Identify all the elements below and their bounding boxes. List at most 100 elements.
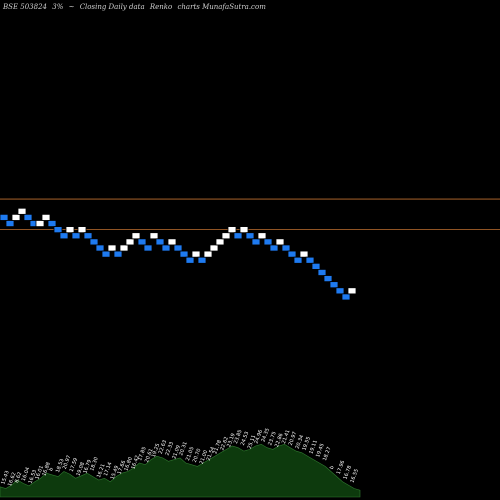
volume-label: 21.54 (206, 446, 217, 462)
volume-label: 23.75 (267, 431, 278, 447)
renko-brick-down (233, 232, 243, 240)
volume-label: 18.30 (89, 456, 100, 472)
renko-brick-down (71, 232, 81, 240)
volume-label: 19.11 (308, 439, 319, 455)
volume-label: 19.08 (76, 461, 87, 477)
volume-label: 21.00 (199, 450, 210, 466)
volume-label: 17.85 (137, 446, 148, 462)
volume-label: 22.33 (165, 441, 176, 457)
renko-brick-down (47, 220, 57, 227)
volume-label: 21.05 (185, 446, 196, 462)
chart-type-label: Renko (149, 3, 173, 11)
renko-brick-up (191, 250, 201, 258)
volume-label: b (329, 465, 336, 470)
renko-brick-down (173, 244, 183, 252)
renko-brick-up (167, 238, 177, 246)
symbol-label: BSE 503824 (3, 3, 47, 11)
volume-label: 17.66 (117, 460, 128, 476)
volume-label: 24.53 (240, 431, 251, 447)
renko-brick-down (281, 244, 291, 252)
arrow-label: ~ (68, 3, 75, 11)
volume-label: 25.11 (247, 434, 258, 450)
renko-brick-down (155, 238, 165, 246)
renko-brick-up (227, 226, 237, 234)
volume-label: 17.59 (69, 457, 80, 473)
renko-brick-down (185, 256, 195, 264)
volume-label: 17.96 (336, 460, 347, 476)
renko-brick-down (95, 244, 105, 252)
renko-brick-down (305, 256, 315, 264)
renko-brick-down (0, 213, 9, 221)
volume-label: 16.21 (96, 463, 107, 479)
volume-label: 20.61 (144, 448, 155, 464)
renko-brick-down (143, 244, 153, 252)
renko-brick-up (107, 244, 117, 252)
volume-label: 8.62 (14, 471, 23, 484)
renko-brick-down (269, 244, 279, 252)
renko-brick-down (5, 220, 15, 227)
renko-brick-down (83, 232, 93, 240)
renko-brick-up (203, 250, 213, 258)
volume-label: 15.43 (0, 470, 11, 486)
volume-area-path (0, 443, 361, 498)
renko-brick-up (257, 232, 267, 240)
renko-brick-down (263, 238, 273, 246)
volume-label: 15.49 (110, 465, 121, 481)
renko-brick-down (53, 226, 63, 234)
renko-brick-up (41, 213, 51, 221)
volume-label: 18.53 (55, 458, 66, 474)
renko-brick-up (275, 238, 285, 246)
subtitle-label: Closing Daily data (79, 3, 145, 11)
volume-label: 19.45 (315, 443, 326, 459)
volume-label: 16.78 (343, 465, 354, 481)
renko-brick-up (221, 232, 231, 240)
volume-label: 20.34 (295, 434, 306, 450)
renko-brick-down (317, 269, 327, 276)
volume-label: 16.62 (7, 472, 18, 488)
renko-brick-down (113, 250, 123, 258)
volume-label: 20.97 (288, 431, 299, 447)
volume-label: 16.88 (41, 461, 52, 477)
renko-brick-up (347, 287, 357, 295)
renko-brick-up (77, 226, 87, 234)
renko-bricks (0, 207, 357, 301)
renko-brick-down (161, 244, 171, 252)
volume-label: 23.85 (233, 429, 244, 445)
volume-label: 23.19 (226, 433, 237, 449)
volume-label: 17.14 (103, 461, 114, 477)
volume-label: 20.97 (62, 455, 73, 471)
renko-brick-down (59, 232, 69, 240)
renko-brick-up (299, 250, 309, 258)
renko-brick-down (197, 256, 207, 264)
volume-label: 16.55 (349, 468, 360, 484)
volume-label: 16.04 (21, 467, 32, 483)
volume-label: b (48, 467, 55, 472)
renko-brick-up (125, 238, 135, 246)
source-label: charts MunafaSutra.com (177, 3, 266, 11)
renko-brick-down (335, 287, 345, 295)
renko-brick-down (89, 238, 99, 246)
renko-brick-up (209, 244, 219, 252)
renko-brick-down (251, 238, 261, 246)
percent-label: 3% (52, 3, 64, 11)
volume-label: 16.80 (123, 456, 134, 472)
volume-label: 16.01 (34, 465, 45, 481)
volume-area (0, 443, 361, 498)
renko-brick-up (35, 220, 45, 227)
renko-brick-up (131, 232, 141, 240)
renko-brick-down (323, 275, 333, 283)
renko-brick-down (179, 250, 189, 258)
renko-brick-down (287, 250, 297, 258)
chart-header: BSE 503824 3% ~ Closing Daily data Renko… (3, 2, 497, 12)
volume-label: 18.27 (322, 446, 333, 462)
renko-brick-down (101, 250, 111, 258)
renko-brick-up (65, 226, 75, 234)
volume-label: 20.70 (192, 448, 203, 464)
renko-brick-up (215, 238, 225, 246)
renko-brick-up (119, 244, 129, 252)
renko-brick-down (293, 256, 303, 264)
volume-label: 16.42 (130, 455, 141, 471)
volume-label: 22.63 (158, 439, 169, 455)
